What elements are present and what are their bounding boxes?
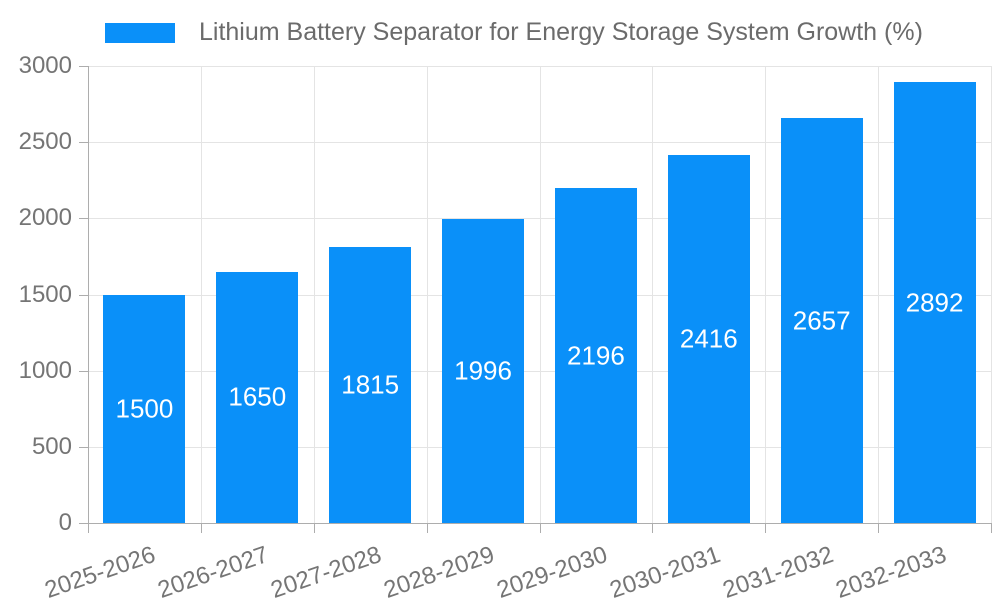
bar-value-label: 2416 [679,323,738,354]
x-gridline [878,66,880,523]
y-axis-tick [79,142,88,144]
y-axis-tick [79,218,88,220]
x-gridline [652,66,654,523]
x-gridline [200,66,202,523]
x-axis-tick [539,523,541,533]
x-axis-tick [200,523,202,533]
bar-value-label: 2196 [567,340,625,371]
x-axis-tick [426,523,428,533]
x-axis-tick [88,523,89,533]
bar[interactable] [554,188,637,523]
legend-label: Lithium Battery Separator for Energy Sto… [199,18,923,46]
x-gridline [426,66,428,523]
y-axis-tick-label: 1500 [18,280,72,308]
x-axis-tick [991,523,992,533]
y-axis-tick [79,370,88,372]
x-gridline [539,66,541,523]
y-axis-tick [79,523,88,524]
y-axis-tick-label: 1000 [18,356,72,384]
y-axis-tick-label: 3000 [18,52,72,79]
bar-value-label: 1815 [341,369,400,400]
legend[interactable]: Lithium Battery Separator for Energy Sto… [105,18,923,47]
y-axis-tick [79,294,88,296]
y-axis-tick-label: 0 [58,509,72,536]
y-axis-tick-label: 500 [31,432,72,460]
x-gridline [765,66,767,523]
bar[interactable] [103,294,186,523]
bar[interactable] [216,271,299,523]
x-axis-tick [765,523,767,533]
x-axis-tick [652,523,654,533]
bar[interactable] [780,118,863,523]
bar-value-label: 2892 [905,287,964,318]
bar[interactable] [329,246,412,523]
x-axis-tick [313,523,315,533]
y-axis-tick-label: 2500 [18,128,72,156]
bar[interactable] [667,154,750,523]
bar-value-label: 2657 [792,305,851,336]
bar-value-label: 1650 [228,381,287,412]
bar-value-label: 1500 [115,393,174,424]
plot-area: 1500 1650 1815 1996 2196 2416 2657 2892 [88,66,992,524]
y-axis-line [88,66,89,523]
x-gridline [991,66,992,523]
x-axis-tick [878,523,880,533]
bar-value-label: 1996 [454,355,512,386]
y-axis-tick [79,66,88,67]
bar[interactable] [442,218,525,523]
legend-swatch-icon [105,22,175,43]
x-gridline [313,66,315,523]
bar[interactable] [893,82,976,523]
y-axis-tick-label: 2000 [18,204,72,232]
y-axis-tick [79,446,88,448]
